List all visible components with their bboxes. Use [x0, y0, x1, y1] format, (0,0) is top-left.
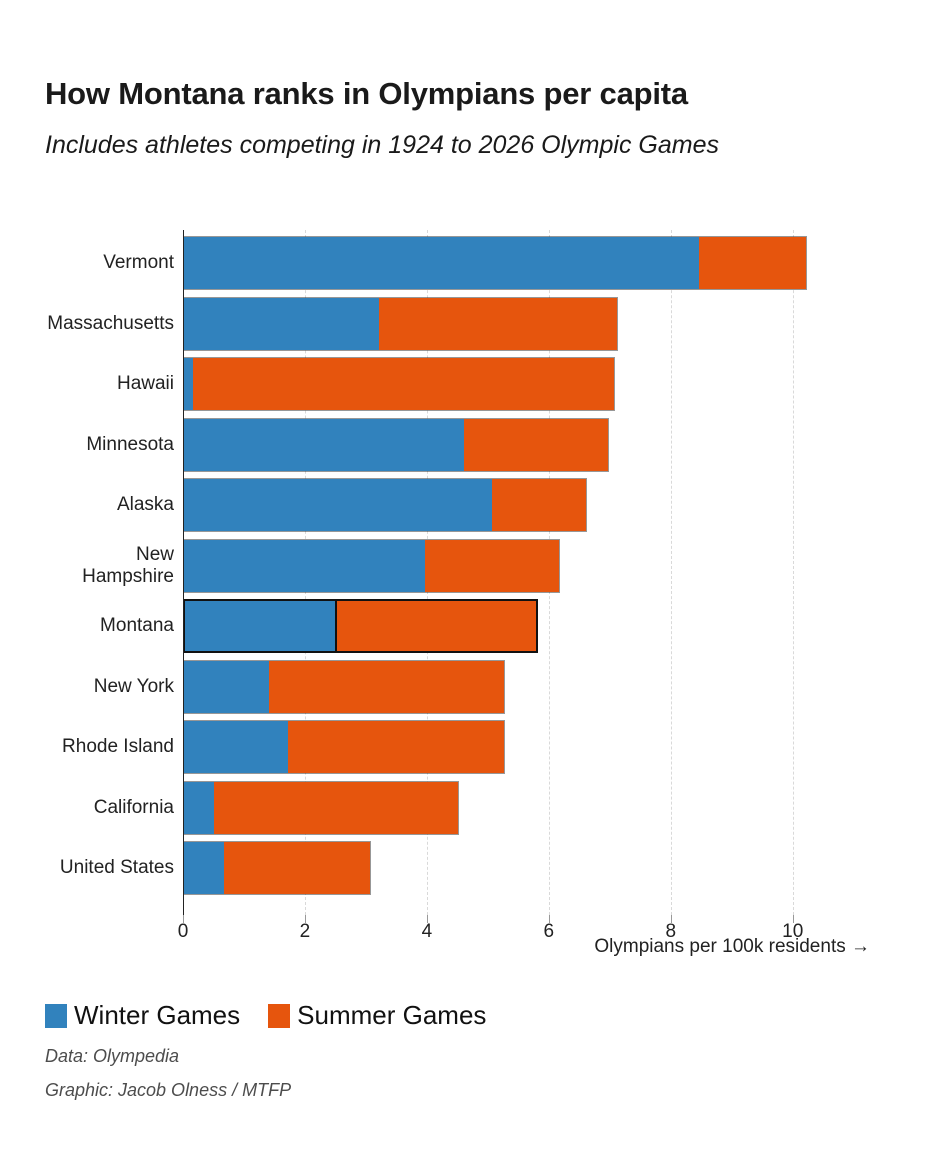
category-label-montana: Montana	[100, 615, 174, 637]
bar-vermont	[183, 236, 807, 290]
bar-new-york	[183, 659, 506, 714]
winter-games-segment	[185, 601, 338, 651]
summer-games-segment	[424, 539, 559, 592]
graphic-credit: Graphic: Jacob Olness / MTFP	[45, 1080, 292, 1100]
winter-games-segment	[184, 297, 380, 350]
winter-games-segment	[184, 660, 270, 713]
summer-games-segment	[699, 237, 806, 289]
winter-games-segment	[184, 721, 288, 773]
category-label-new-hampshire: New Hampshire	[82, 543, 174, 587]
winter-games-segment	[184, 237, 700, 289]
x-tick-mark	[792, 915, 794, 923]
page-title: How Montana ranks in Olympians per capit…	[45, 76, 688, 111]
winter-games-segment	[184, 358, 194, 410]
bar-california	[183, 780, 460, 835]
x-tick-mark	[426, 915, 428, 923]
page-subtitle: Includes athletes competing in 1924 to 2…	[45, 131, 719, 159]
x-axis-label: Olympians per 100k residents →	[594, 936, 870, 957]
summer-games-segment	[269, 660, 505, 713]
x-tick-label: 2	[299, 921, 311, 942]
gridline	[792, 230, 794, 915]
x-tick-label: 10	[782, 921, 804, 942]
gridline	[670, 230, 672, 915]
bar-united-states	[183, 841, 371, 895]
x-tick-label: 4	[421, 921, 433, 942]
summer-games-swatch-icon	[268, 1003, 291, 1028]
x-tick-mark	[548, 915, 550, 923]
x-tick-label: 8	[665, 921, 677, 942]
winter-games-segment	[184, 781, 215, 834]
bar-hawaii	[183, 357, 615, 411]
y-axis-line	[183, 230, 184, 915]
data-credit: Data: Olympedia	[45, 1046, 180, 1066]
category-label-alaska: Alaska	[116, 494, 174, 516]
legend-item-summer: Summer Games	[268, 1000, 486, 1031]
summer-games-segment	[287, 721, 505, 773]
category-label-rhode-island: Rhode Island	[62, 736, 174, 758]
x-tick-label: 6	[543, 921, 555, 942]
category-label-massachusetts: Massachusetts	[47, 312, 174, 334]
winter-games-segment	[184, 842, 224, 894]
bar-rhode-island	[183, 720, 506, 774]
winter-games-segment	[184, 418, 465, 471]
summer-games-segment	[214, 781, 459, 834]
summer-games-segment	[464, 418, 608, 471]
summer-games-segment	[491, 479, 587, 531]
summer-games-segment	[379, 297, 617, 350]
x-tick-mark	[670, 915, 672, 923]
category-label-united-states: United States	[59, 857, 174, 879]
bar-massachusetts	[183, 296, 618, 351]
bar-minnesota	[183, 417, 609, 472]
winter-games-segment	[184, 539, 425, 592]
category-label-new-york: New York	[93, 675, 174, 697]
category-label-vermont: Vermont	[103, 252, 174, 274]
summer-games-segment	[223, 842, 370, 894]
legend-label-winter: Winter Games	[74, 1000, 241, 1030]
category-label-california: California	[93, 796, 174, 818]
winter-games-swatch-icon	[45, 1003, 67, 1028]
legend-label-summer: Summer Games	[297, 1000, 487, 1030]
bar-new-hampshire	[183, 538, 560, 593]
category-label-hawaii: Hawaii	[116, 373, 174, 395]
x-tick-label: 0	[177, 921, 189, 942]
summer-games-segment	[193, 358, 614, 410]
category-label-minnesota: Minnesota	[86, 433, 174, 455]
x-tick-mark	[304, 915, 306, 923]
bar-montana	[183, 599, 538, 653]
bar-alaska	[183, 478, 588, 532]
x-tick-mark	[183, 915, 184, 923]
legend-item-winter: Winter Games	[45, 1000, 240, 1031]
legend: Winter Games Summer Games	[45, 1000, 486, 1031]
summer-games-segment	[337, 601, 536, 651]
winter-games-segment	[184, 479, 492, 531]
